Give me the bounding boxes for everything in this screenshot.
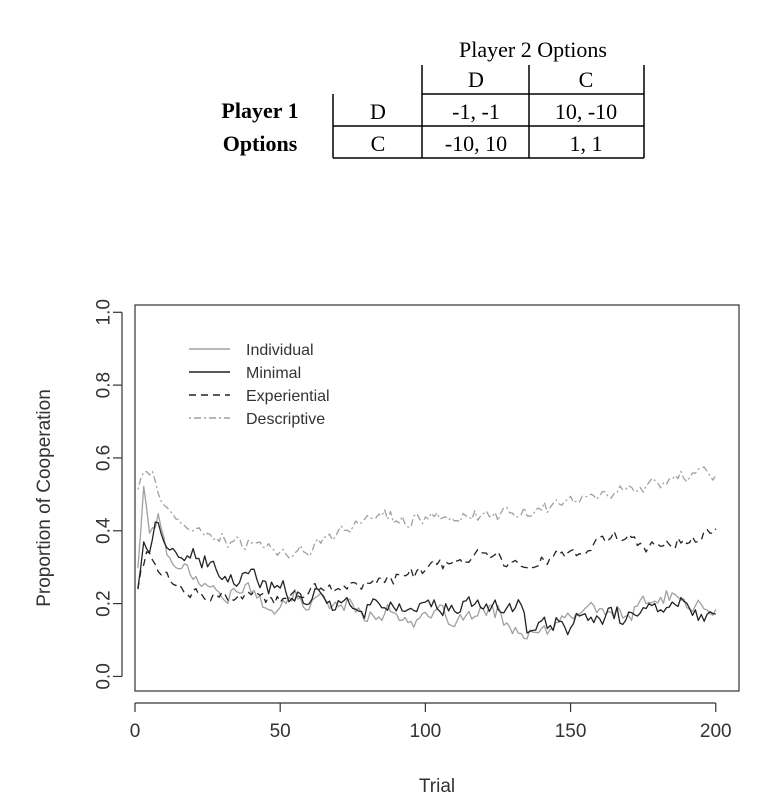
legend: Individual Minimal Experiential Descriptive — [189, 342, 330, 428]
x-tick-label: 0 — [130, 721, 141, 742]
series-layer — [137, 466, 717, 640]
row-player-label-line2: Options — [223, 131, 298, 156]
series-line-minimal — [137, 521, 716, 636]
payoff-dd: -1, -1 — [452, 99, 500, 124]
payoff-dc: 10, -10 — [555, 99, 617, 124]
row-header-d: D — [370, 99, 386, 124]
payoff-cc: 1, 1 — [570, 131, 603, 156]
x-tick-label: 200 — [700, 721, 732, 742]
series-line-individual — [137, 485, 717, 640]
payoff-table: Player 2 Options Player 1 Options D C D … — [221, 37, 645, 159]
y-tick-label: 0.8 — [94, 372, 115, 398]
series-line-descriptive — [137, 466, 717, 559]
x-tick-label: 50 — [270, 721, 291, 742]
payoff-cd: -10, 10 — [445, 131, 507, 156]
legend-label-descriptive: Descriptive — [246, 411, 325, 428]
series-line-experiential — [137, 528, 717, 605]
y-tick-label: 1.0 — [94, 299, 115, 325]
legend-label-minimal: Minimal — [246, 365, 301, 382]
x-tick-label: 150 — [555, 721, 587, 742]
y-tick-label: 0.4 — [94, 517, 115, 544]
row-header-c: C — [371, 131, 386, 156]
column-header-d: D — [468, 67, 484, 92]
payoff-grid-lines — [332, 65, 645, 159]
legend-label-individual: Individual — [246, 342, 314, 359]
y-axis-label: Proportion of Cooperation — [34, 389, 55, 607]
y-tick-label: 0.6 — [94, 445, 115, 471]
y-tick-label: 0.0 — [94, 663, 115, 689]
column-header-c: C — [579, 67, 594, 92]
column-player-label: Player 2 Options — [459, 37, 607, 62]
y-tick-label: 0.2 — [94, 590, 115, 616]
x-axis-label: Trial — [419, 776, 455, 797]
row-player-label-line1: Player 1 — [221, 98, 298, 123]
plot-frame — [134, 304, 740, 692]
x-tick-label: 100 — [410, 721, 442, 742]
legend-label-experiential: Experiential — [246, 388, 330, 405]
axes-layer: 0 50 100 150 200 0.0 0.2 0.4 0.6 0.8 1.0 — [94, 299, 732, 742]
